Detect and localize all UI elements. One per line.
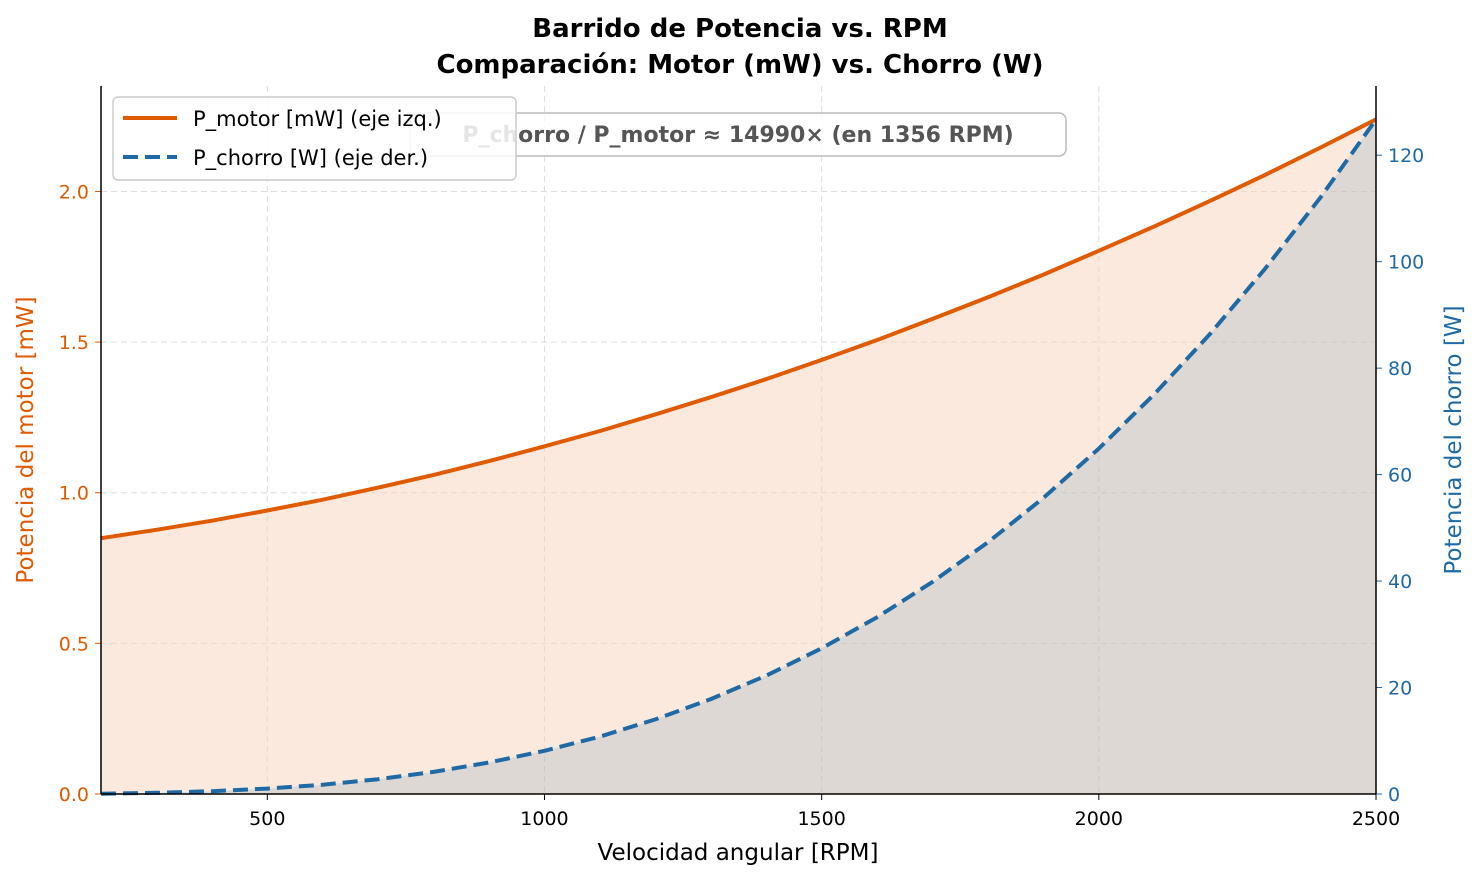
- y-right-tick-label: 40: [1388, 571, 1412, 593]
- axes: 500 1000 1500 2000 2500 0.0 0.5 1.0 1.5 2.0 0 20 40 6…: [59, 86, 1424, 830]
- x-axis-label: Velocidad angular [RPM]: [598, 840, 879, 866]
- fill-chorro: [101, 119, 1376, 794]
- y-right-tick-label: 80: [1388, 358, 1412, 380]
- y-right-tick-label: 20: [1388, 678, 1412, 700]
- x-tick-label: 2000: [1075, 808, 1123, 830]
- x-tick-label: 1000: [520, 808, 568, 830]
- y-right-tick-label: 0: [1388, 784, 1400, 806]
- legend-chorro-label: P_chorro [W] (eje der.): [193, 146, 428, 171]
- annotation-box: P_chorro / P_motor ≈ 14990× (en 1356 RPM…: [409, 112, 1067, 157]
- y-left-tick-label: 0.0: [59, 784, 89, 806]
- y-right-tick-label: 120: [1388, 145, 1424, 167]
- legend-motor-label: P_motor [mW] (eje izq.): [193, 107, 442, 132]
- y-left-axis-label: Potencia del motor [mW]: [13, 296, 39, 583]
- y-right-tick-label: 60: [1388, 465, 1412, 487]
- x-tick-label: 500: [249, 808, 285, 830]
- y-right-axis-label: Potencia del chorro [W]: [1441, 305, 1467, 574]
- y-left-tick-label: 1.5: [59, 332, 89, 354]
- y-left-tick-label: 2.0: [59, 181, 89, 203]
- x-tick-label: 1500: [797, 808, 845, 830]
- legend: P_motor [mW] (eje izq.) P_chorro [W] (ej…: [112, 96, 517, 181]
- area-fills: [101, 119, 1376, 794]
- fill-motor: [101, 119, 1376, 794]
- chart-title: Barrido de Potencia vs. RPM: [532, 14, 947, 44]
- series-line-motor: [100, 117, 1377, 541]
- series-line-chorro: [100, 118, 1378, 796]
- y-left-tick-label: 1.0: [59, 483, 89, 505]
- y-left-tick-label: 0.5: [59, 633, 89, 655]
- y-right-tick-label: 100: [1388, 252, 1424, 274]
- x-tick-label: 2500: [1352, 808, 1400, 830]
- series-lines: [100, 117, 1378, 796]
- ratio-annotation: P_chorro / P_motor ≈ 14990× (en 1356 RPM…: [462, 123, 1013, 148]
- chart-subtitle: Comparación: Motor (mW) vs. Chorro (W): [436, 50, 1043, 80]
